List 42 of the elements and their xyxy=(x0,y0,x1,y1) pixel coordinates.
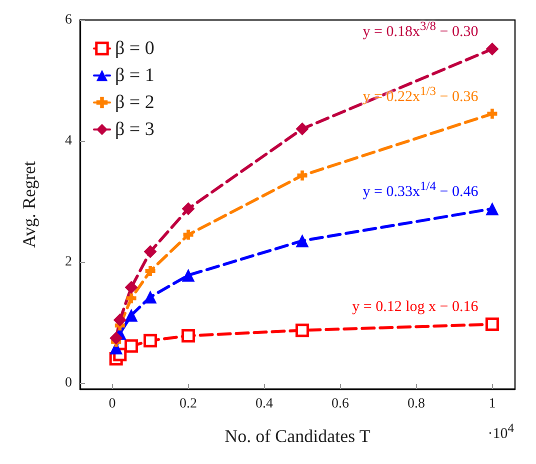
point xyxy=(486,42,499,56)
point xyxy=(182,268,195,282)
y-tick-label: 4 xyxy=(65,133,72,148)
point xyxy=(296,324,309,338)
point xyxy=(126,293,136,304)
legend-label: β = 0 xyxy=(115,38,154,59)
point xyxy=(485,318,499,332)
point xyxy=(486,202,499,216)
point xyxy=(144,334,158,348)
point xyxy=(296,122,309,136)
legend-label: β = 1 xyxy=(115,65,154,86)
point xyxy=(124,308,138,322)
point xyxy=(297,170,308,180)
x-tick-label: 0.6 xyxy=(331,396,349,412)
y-tick-label: 0 xyxy=(65,375,72,390)
point xyxy=(145,266,156,276)
x-axis-title: No. of Candidates T xyxy=(224,426,370,446)
point xyxy=(183,230,194,240)
point xyxy=(296,234,309,248)
point xyxy=(124,339,138,353)
point xyxy=(110,332,123,345)
annotation: y = 0.33x$^{1/4}$ − 0.46 xyxy=(362,178,478,201)
legend-label: β = 2 xyxy=(115,92,154,113)
y-tick-label: 2 xyxy=(65,254,72,270)
point xyxy=(113,314,126,327)
point xyxy=(144,290,157,304)
point xyxy=(124,280,138,294)
point xyxy=(144,245,157,258)
x-tick-label: 0.2 xyxy=(180,396,198,412)
annotation: y = 0.18x$^{3/8}$ − 0.30 xyxy=(362,18,478,42)
x-tick-label: 0.4 xyxy=(256,396,274,412)
y-axis-title: Avg. Regret xyxy=(19,161,39,248)
point xyxy=(487,108,498,119)
point xyxy=(182,202,195,216)
annotation: y = 0.12 log x − 0.16 xyxy=(352,298,478,316)
text: ·10$^{4}$ xyxy=(488,420,514,443)
x-tick-label: 0.8 xyxy=(407,396,425,412)
y-tick-label: 6 xyxy=(65,12,72,28)
x-tick-label: 1 xyxy=(488,396,496,412)
point xyxy=(182,329,196,343)
x-tick-label: 0 xyxy=(108,396,116,412)
legend-label: β = 3 xyxy=(115,119,154,140)
